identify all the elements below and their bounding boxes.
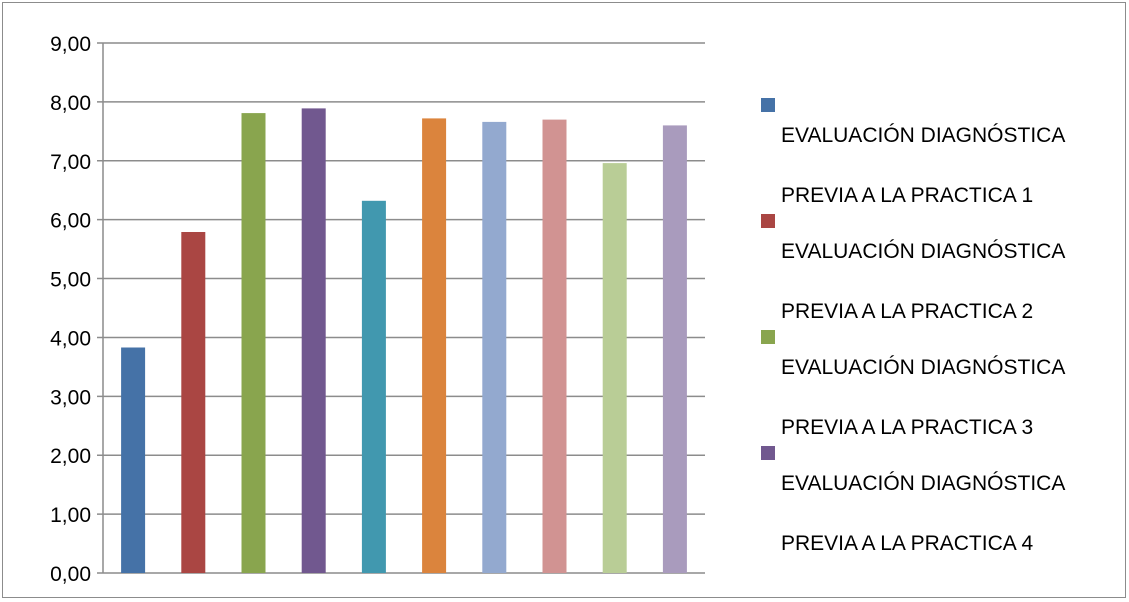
- legend-swatch-4: [761, 446, 775, 460]
- legend-label-2-line1: EVALUACIÓN DIAGNÓSTICA: [781, 240, 1066, 263]
- bar-8: [542, 119, 567, 573]
- bar-4: [301, 108, 326, 574]
- legend-swatch-2: [761, 214, 775, 228]
- y-tick-label-0: 0,00: [50, 563, 91, 586]
- y-tick-label-5: 5,00: [50, 269, 91, 292]
- bar-6: [422, 118, 447, 574]
- bar-7: [482, 121, 507, 574]
- y-axis-tick-labels: 0,00 1,00 2,00 3,00 4,00 5,00 6,00 7,00 8,00 9,00: [50, 33, 91, 586]
- legend-label-4-line2: PREVIA A LA PRACTICA 4: [781, 532, 1034, 555]
- legend-swatch-3: [761, 330, 775, 344]
- y-tick-label-6: 6,00: [50, 210, 91, 233]
- bar-9: [602, 163, 627, 573]
- bar-10: [662, 125, 687, 574]
- y-tick-label-7: 7,00: [50, 151, 91, 174]
- y-tick-label-8: 8,00: [50, 92, 91, 115]
- bar-chart: 0,00 1,00 2,00 3,00 4,00 5,00 6,00 7,00 8,00 9,00: [50, 33, 705, 586]
- legend-label-2-line2: PREVIA A LA PRACTICA 2: [781, 300, 1034, 323]
- bar-3: [241, 113, 266, 573]
- legend-label-1-line1: EVALUACIÓN DIAGNÓSTICA: [781, 124, 1066, 147]
- legend-label-3-line1: EVALUACIÓN DIAGNÓSTICA: [781, 356, 1066, 379]
- bars: [121, 108, 687, 574]
- y-tick-label-9: 9,00: [50, 33, 91, 56]
- y-tick-label-2: 2,00: [50, 445, 91, 468]
- y-tick-label-4: 4,00: [50, 327, 91, 350]
- y-tick-label-1: 1,00: [50, 504, 91, 527]
- legend-label-4-line1: EVALUACIÓN DIAGNÓSTICA: [781, 472, 1066, 495]
- bar-5: [361, 200, 386, 574]
- legend-label-1-line2: PREVIA A LA PRACTICA 1: [781, 184, 1034, 207]
- bar-2: [181, 232, 206, 573]
- legend-swatch-1: [761, 98, 775, 112]
- y-tick-label-3: 3,00: [50, 386, 91, 409]
- bar-1: [121, 347, 146, 573]
- legend-label-3-line2: PREVIA A LA PRACTICA 3: [781, 416, 1034, 439]
